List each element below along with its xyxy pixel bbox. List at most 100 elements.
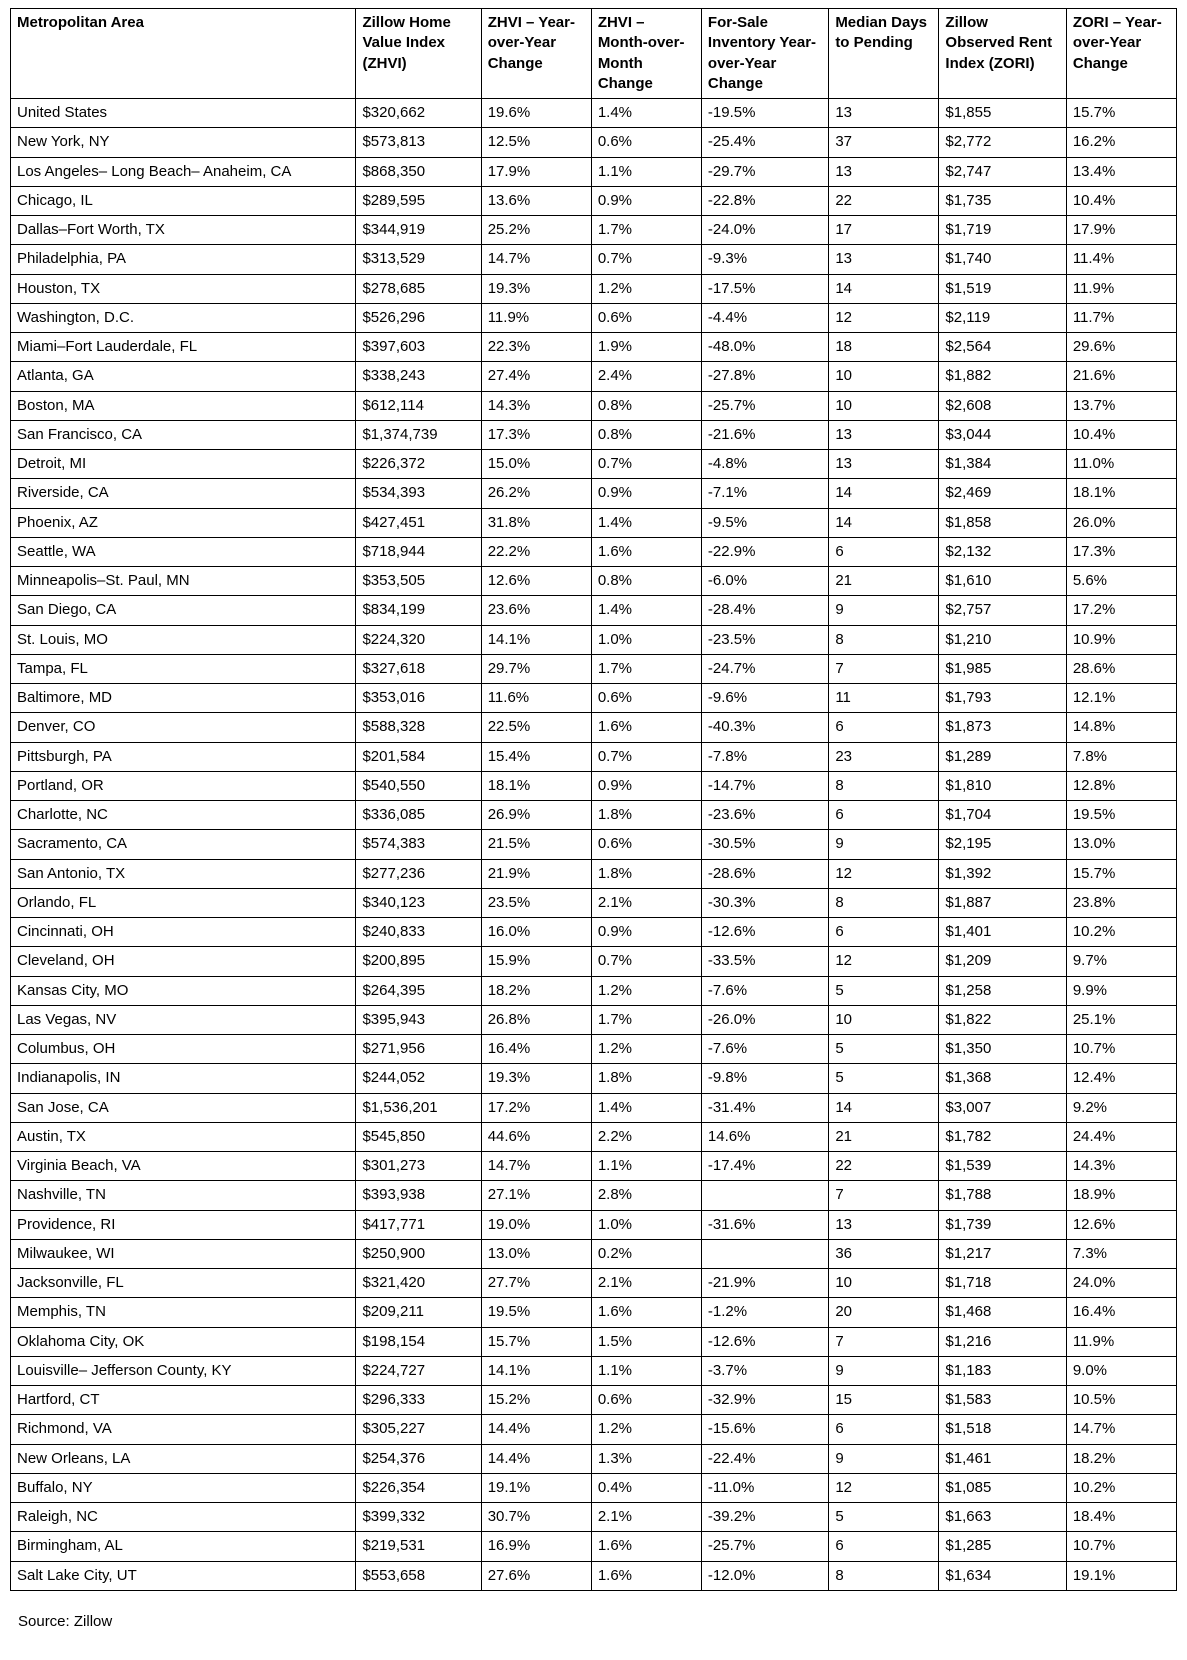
table-row: Columbus, OH$271,95616.4%1.2%-7.6%5$1,35… [11,1035,1177,1064]
table-cell: 10.2% [1066,918,1176,947]
table-cell: -26.0% [701,1005,828,1034]
table-cell: Charlotte, NC [11,801,356,830]
table-cell: $296,333 [356,1386,481,1415]
table-cell: 0.9% [591,186,701,215]
table-cell: Riverside, CA [11,479,356,508]
table-cell: $1,374,739 [356,420,481,449]
table-cell: -30.3% [701,888,828,917]
table-cell: $1,887 [939,888,1066,917]
table-cell: Virginia Beach, VA [11,1152,356,1181]
table-row: Memphis, TN$209,21119.5%1.6%-1.2%20$1,46… [11,1298,1177,1327]
table-cell: Austin, TX [11,1122,356,1151]
table-cell: 12 [829,859,939,888]
table-cell: $353,016 [356,684,481,713]
table-cell: San Diego, CA [11,596,356,625]
table-cell: -9.5% [701,508,828,537]
table-cell: $1,401 [939,918,1066,947]
table-cell: 15.2% [481,1386,591,1415]
table-cell: $526,296 [356,303,481,332]
table-row: Philadelphia, PA$313,52914.7%0.7%-9.3%13… [11,245,1177,274]
table-cell: Phoenix, AZ [11,508,356,537]
table-cell: 16.9% [481,1532,591,1561]
table-row: Detroit, MI$226,37215.0%0.7%-4.8%13$1,38… [11,450,1177,479]
table-cell: 12 [829,1473,939,1502]
table-cell: Denver, CO [11,713,356,742]
table-cell: 15.7% [1066,99,1176,128]
table-cell: 10 [829,391,939,420]
table-cell: 14.7% [1066,1415,1176,1444]
table-cell: $321,420 [356,1269,481,1298]
table-cell: 15.7% [481,1327,591,1356]
table-cell: 6 [829,918,939,947]
table-cell: 0.9% [591,771,701,800]
table-cell: 13 [829,450,939,479]
table-cell: $1,663 [939,1503,1066,1532]
table-row: Nashville, TN$393,93827.1%2.8%7$1,78818.… [11,1181,1177,1210]
table-cell: 18.2% [481,976,591,1005]
table-cell: 2.1% [591,1503,701,1532]
table-row: San Diego, CA$834,19923.6%1.4%-28.4%9$2,… [11,596,1177,625]
table-cell: 13.7% [1066,391,1176,420]
table-row: Denver, CO$588,32822.5%1.6%-40.3%6$1,873… [11,713,1177,742]
source-text: Source: Zillow [10,1613,1177,1630]
table-cell: $574,383 [356,830,481,859]
table-cell: 15.0% [481,450,591,479]
table-row: Seattle, WA$718,94422.2%1.6%-22.9%6$2,13… [11,537,1177,566]
table-cell: 17.3% [481,420,591,449]
table-cell: Detroit, MI [11,450,356,479]
table-cell: 10 [829,1269,939,1298]
table-cell: $1,583 [939,1386,1066,1415]
table-cell: 0.7% [591,450,701,479]
table-cell: -7.1% [701,479,828,508]
table-cell: Houston, TX [11,274,356,303]
table-cell: 0.6% [591,684,701,713]
table-row: Orlando, FL$340,12323.5%2.1%-30.3%8$1,88… [11,888,1177,917]
table-cell: -14.7% [701,771,828,800]
table-cell: 1.5% [591,1327,701,1356]
table-cell: $336,085 [356,801,481,830]
table-row: New York, NY$573,81312.5%0.6%-25.4%37$2,… [11,128,1177,157]
table-cell: 0.8% [591,567,701,596]
table-cell: -21.6% [701,420,828,449]
table-row: Birmingham, AL$219,53116.9%1.6%-25.7%6$1… [11,1532,1177,1561]
table-row: Phoenix, AZ$427,45131.8%1.4%-9.5%14$1,85… [11,508,1177,537]
table-cell [701,1181,828,1210]
table-cell: Washington, D.C. [11,303,356,332]
table-cell: 1.8% [591,859,701,888]
table-cell: -28.4% [701,596,828,625]
table-cell: New York, NY [11,128,356,157]
table-cell: 11.9% [1066,1327,1176,1356]
table-row: Dallas–Fort Worth, TX$344,91925.2%1.7%-2… [11,216,1177,245]
table-row: Tampa, FL$327,61829.7%1.7%-24.7%7$1,9852… [11,654,1177,683]
table-cell: 0.8% [591,391,701,420]
table-cell: Nashville, TN [11,1181,356,1210]
column-header: ZORI – Year-over-Year Change [1066,9,1176,99]
table-cell: $540,550 [356,771,481,800]
table-cell: $534,393 [356,479,481,508]
table-cell: 10.4% [1066,186,1176,215]
table-cell: 22 [829,186,939,215]
table-row: Richmond, VA$305,22714.4%1.2%-15.6%6$1,5… [11,1415,1177,1444]
table-cell: Columbus, OH [11,1035,356,1064]
table-cell: 22.2% [481,537,591,566]
table-cell: $834,199 [356,596,481,625]
table-cell: -6.0% [701,567,828,596]
table-cell: $1,793 [939,684,1066,713]
table-cell: 8 [829,1561,939,1590]
table-cell: $226,354 [356,1473,481,1502]
table-row: Charlotte, NC$336,08526.9%1.8%-23.6%6$1,… [11,801,1177,830]
table-cell: 1.0% [591,625,701,654]
table-cell: $198,154 [356,1327,481,1356]
table-cell: 1.7% [591,216,701,245]
table-cell: 1.4% [591,508,701,537]
table-cell: Milwaukee, WI [11,1239,356,1268]
table-cell: $240,833 [356,918,481,947]
table-cell: 1.0% [591,1210,701,1239]
table-cell: 12.4% [1066,1064,1176,1093]
table-row: San Francisco, CA$1,374,73917.3%0.8%-21.… [11,420,1177,449]
table-cell: -27.8% [701,362,828,391]
table-cell: 10.9% [1066,625,1176,654]
table-cell: 9 [829,830,939,859]
table-cell: 13 [829,1210,939,1239]
table-cell: 12.8% [1066,771,1176,800]
